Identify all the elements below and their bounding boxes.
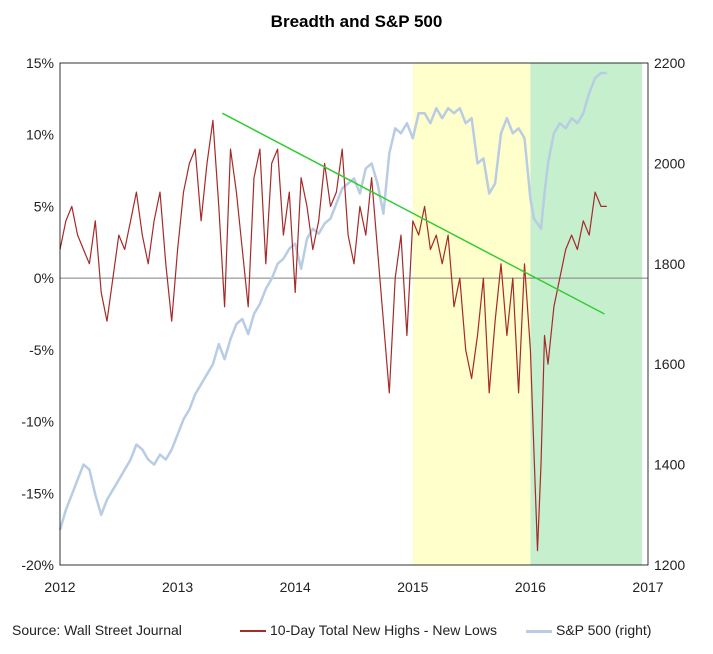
y-left-tick-label: -20% bbox=[21, 557, 54, 573]
x-axis-ticks: 2012 2013 2014 2015 2016 2017 bbox=[44, 579, 663, 595]
x-tick-label: 2017 bbox=[632, 579, 663, 595]
breadth-line bbox=[59, 119, 607, 552]
legend-label-sp500: S&P 500 (right) bbox=[556, 622, 652, 638]
left-axis-ticks: 15% 10% 5% 0% -5% -10% -15% -20% bbox=[21, 55, 54, 573]
y-right-tick-label: 1600 bbox=[654, 356, 685, 372]
breadth-series-group bbox=[59, 119, 607, 552]
y-left-tick-label: 0% bbox=[34, 270, 54, 286]
right-axis-ticks: 2200 2000 1800 1600 1400 1200 bbox=[654, 55, 685, 573]
y-left-tick-label: 10% bbox=[26, 127, 54, 143]
y-left-tick-label: -5% bbox=[29, 342, 54, 358]
sp500-line bbox=[58, 71, 607, 531]
y-left-tick-label: 5% bbox=[34, 198, 54, 214]
legend-item-breadth: 10-Day Total New Highs - New Lows bbox=[240, 622, 497, 638]
y-left-tick-label: -10% bbox=[21, 414, 54, 430]
legend-swatch-sp500 bbox=[526, 629, 552, 633]
legend-swatch-breadth bbox=[240, 630, 266, 633]
source-note: Source: Wall Street Journal bbox=[12, 622, 182, 638]
sp500-series-group bbox=[58, 71, 607, 531]
breadth-trendline bbox=[221, 112, 605, 315]
shaded-region-1 bbox=[530, 63, 643, 565]
x-tick-label: 2015 bbox=[397, 579, 428, 595]
trendline-group bbox=[221, 112, 605, 315]
legend-label-breadth: 10-Day Total New Highs - New Lows bbox=[270, 622, 497, 638]
y-right-tick-label: 2200 bbox=[654, 55, 685, 71]
y-right-tick-label: 1400 bbox=[654, 457, 685, 473]
x-tick-label: 2013 bbox=[162, 579, 193, 595]
y-left-tick-label: -15% bbox=[21, 485, 54, 501]
y-right-tick-label: 1200 bbox=[654, 557, 685, 573]
x-tick-label: 2012 bbox=[44, 579, 75, 595]
y-right-tick-label: 1800 bbox=[654, 256, 685, 272]
shaded-bands bbox=[412, 63, 643, 565]
x-tick-label: 2016 bbox=[515, 579, 546, 595]
legend-item-sp500: S&P 500 (right) bbox=[526, 622, 651, 638]
chart-title: Breadth and S&P 500 bbox=[270, 12, 443, 31]
y-right-tick-label: 2000 bbox=[654, 155, 685, 171]
plot-frame bbox=[59, 62, 649, 566]
x-tick-label: 2014 bbox=[280, 579, 311, 595]
y-left-tick-label: 15% bbox=[26, 55, 54, 71]
shaded-region-0 bbox=[412, 63, 531, 565]
